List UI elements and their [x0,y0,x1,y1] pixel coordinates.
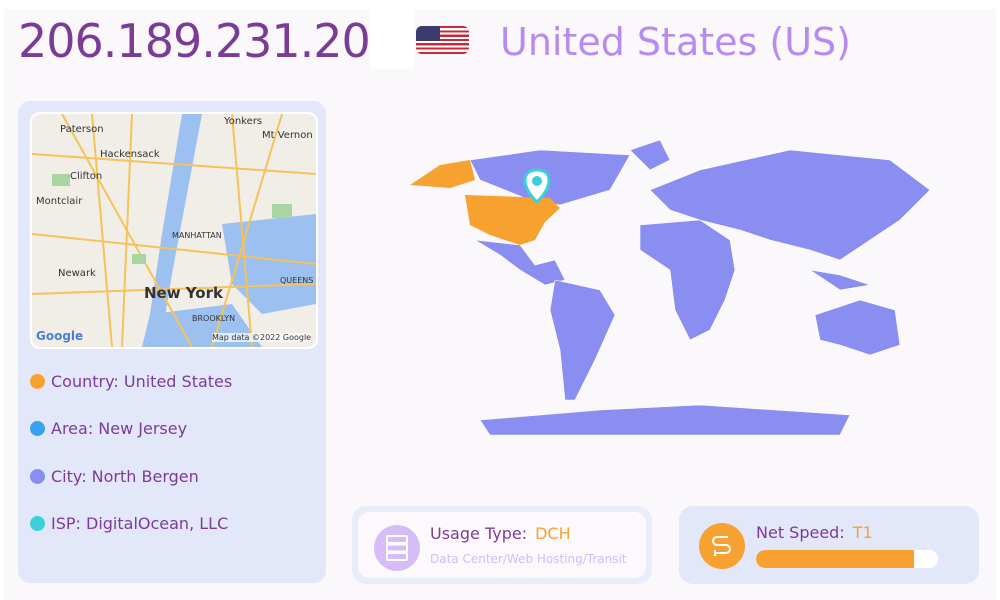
map-label: QUEENS [280,276,314,285]
usage-type-card: Usage Type: DCH Data Center/Web Hosting/T… [352,506,652,584]
africa [639,219,736,341]
map-label: Paterson [60,124,104,135]
isp-dot-icon [30,516,45,531]
south-america [549,279,616,401]
map-label: Hackensack [100,149,160,160]
alaska [410,160,475,188]
map-label: Montclair [36,196,83,207]
info-city: City: North Bergen [30,467,199,486]
info-area: Area: New Jersey [30,419,187,438]
ip-address: 206.189.231.200 [18,14,399,68]
central-america [474,239,566,286]
usage-value: DCH [535,524,571,543]
country-title: United States (US) [500,20,851,64]
map-label: Clifton [70,171,103,182]
area-dot-icon [30,421,45,436]
speed-label: Net Speed: [756,523,845,542]
map-label: MANHATTAN [172,231,222,240]
eurasia [649,149,931,261]
map-label: BROOKLYN [192,314,236,323]
server-icon [374,525,420,571]
city-dot-icon [30,469,45,484]
indonesia [809,269,871,291]
antarctica [479,404,851,436]
location-marker-icon [523,168,551,205]
map-label: Yonkers [224,116,263,127]
info-label: City: North Bergen [51,467,199,486]
map-label: Mt Vernon [262,130,313,141]
spacer [370,9,414,69]
map-attribution: Map data ©2022 Google [212,333,312,342]
australia [814,299,901,356]
info-label: Country: United States [51,372,233,391]
info-country: Country: United States [30,372,232,391]
net-speed: Net Speed: T1 [756,523,873,542]
usage-description: Data Center/Web Hosting/Transit [430,552,627,566]
map-label: New York [144,284,223,302]
greenland [629,139,671,171]
google-logo: Google [36,329,84,343]
info-label: ISP: DigitalOcean, LLC [51,514,229,533]
speed-value: T1 [852,523,873,542]
country-dot-icon [30,374,45,389]
usa [465,195,560,245]
cable-icon [699,523,745,569]
usage-type: Usage Type: DCH [430,524,571,543]
world-map[interactable] [370,130,960,440]
info-isp: ISP: DigitalOcean, LLC [30,514,228,533]
location-panel: Paterson Yonkers Mt Vernon Hackensack Cl… [18,101,326,583]
info-label: Area: New Jersey [51,419,188,438]
net-speed-card: Net Speed: T1 [679,506,979,584]
speed-progress-fill [756,550,915,568]
map-label: Newark [58,268,96,279]
location-map[interactable]: Paterson Yonkers Mt Vernon Hackensack Cl… [30,112,318,349]
usage-label: Usage Type: [430,524,528,543]
speed-progress-bar [756,550,938,568]
us-flag-icon [416,26,469,54]
